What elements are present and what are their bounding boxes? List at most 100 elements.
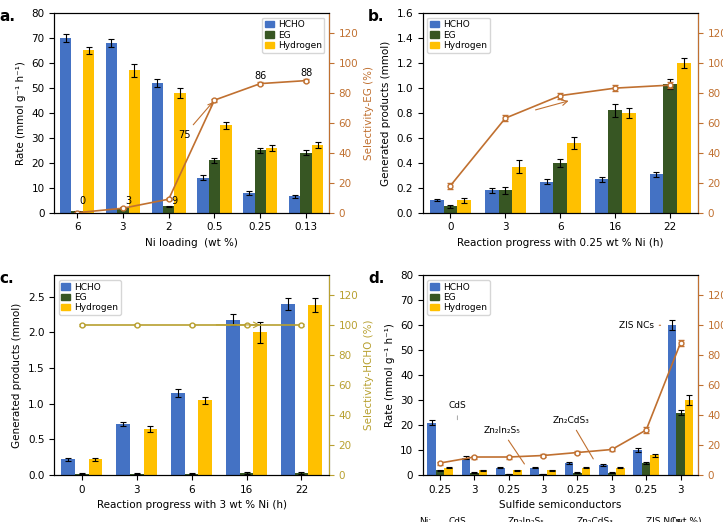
Legend: HCHO, EG, Hydrogen: HCHO, EG, Hydrogen — [427, 18, 489, 53]
Bar — [83, 51, 94, 213]
Y-axis label: Generated products (mmol): Generated products (mmol) — [12, 303, 22, 448]
Bar — [436, 470, 445, 475]
Bar — [582, 468, 591, 475]
Bar — [72, 211, 83, 213]
X-axis label: Ni loading  (wt %): Ni loading (wt %) — [145, 238, 238, 248]
Bar — [117, 208, 129, 213]
Bar — [198, 400, 213, 475]
Y-axis label: Rate (mmol g⁻¹ h⁻¹): Rate (mmol g⁻¹ h⁻¹) — [385, 323, 395, 427]
Y-axis label: Rate (mmol g⁻¹ h⁻¹): Rate (mmol g⁻¹ h⁻¹) — [16, 61, 26, 165]
Bar — [116, 424, 130, 475]
Text: Zn₂CdS₃: Zn₂CdS₃ — [576, 517, 613, 522]
Text: (wt %): (wt %) — [672, 517, 701, 522]
Bar — [163, 207, 174, 213]
Bar — [427, 423, 436, 475]
Text: 3: 3 — [125, 196, 132, 207]
Bar — [289, 196, 300, 213]
Text: 9: 9 — [171, 196, 177, 207]
Bar — [60, 38, 72, 213]
Bar — [567, 143, 581, 213]
Bar — [539, 474, 547, 475]
Bar — [209, 160, 221, 213]
Bar — [226, 319, 240, 475]
Bar — [309, 305, 322, 475]
Text: Zn₂In₂S₅: Zn₂In₂S₅ — [508, 517, 544, 522]
Text: b.: b. — [368, 9, 385, 24]
Bar — [651, 455, 659, 475]
Bar — [573, 472, 582, 475]
Bar — [470, 472, 479, 475]
Legend: HCHO, EG, Hydrogen: HCHO, EG, Hydrogen — [262, 18, 325, 53]
Bar — [243, 193, 254, 213]
Bar — [607, 472, 616, 475]
Bar — [547, 470, 556, 475]
Y-axis label: Generated products (mmol): Generated products (mmol) — [381, 40, 391, 185]
Bar — [300, 153, 312, 213]
Bar — [61, 459, 75, 475]
Bar — [499, 190, 512, 213]
Bar — [152, 83, 163, 213]
Bar — [129, 70, 140, 213]
Bar — [496, 468, 505, 475]
Bar — [667, 325, 676, 475]
Legend: HCHO, EG, Hydrogen: HCHO, EG, Hydrogen — [59, 280, 121, 315]
Bar — [642, 462, 651, 475]
Bar — [622, 113, 636, 213]
Text: 0: 0 — [80, 196, 85, 207]
Bar — [171, 393, 185, 475]
Text: ZIS NCs: ZIS NCs — [646, 517, 681, 522]
Bar — [75, 473, 89, 475]
Bar — [484, 190, 499, 213]
Bar — [444, 207, 458, 213]
Bar — [240, 473, 254, 475]
Text: a.: a. — [0, 9, 15, 24]
Legend: HCHO, EG, Hydrogen: HCHO, EG, Hydrogen — [427, 280, 489, 315]
Text: 86: 86 — [254, 70, 266, 80]
Bar — [254, 150, 266, 213]
X-axis label: Reaction progress with 0.25 wt % Ni (h): Reaction progress with 0.25 wt % Ni (h) — [457, 238, 664, 248]
Bar — [677, 63, 690, 213]
Bar — [664, 84, 677, 213]
Bar — [479, 470, 487, 475]
Bar — [512, 167, 526, 213]
Bar — [89, 459, 103, 475]
Bar — [144, 429, 158, 475]
Bar — [174, 93, 186, 213]
Bar — [281, 304, 295, 475]
Y-axis label: Selectivity-HCHO (%): Selectivity-HCHO (%) — [364, 320, 374, 431]
Bar — [530, 468, 539, 475]
Text: Ni:: Ni: — [419, 517, 432, 522]
X-axis label: Sulfide semiconductors: Sulfide semiconductors — [499, 500, 622, 511]
Text: 75: 75 — [179, 103, 212, 140]
Bar — [505, 474, 513, 475]
Bar — [609, 110, 622, 213]
Text: CdS: CdS — [448, 517, 466, 522]
Bar — [221, 125, 231, 213]
Bar — [312, 145, 323, 213]
X-axis label: Reaction progress with 3 wt % Ni (h): Reaction progress with 3 wt % Ni (h) — [97, 500, 286, 511]
Bar — [295, 473, 309, 475]
Bar — [599, 465, 607, 475]
Bar — [457, 200, 471, 213]
Bar — [445, 468, 453, 475]
Bar — [106, 43, 117, 213]
Bar — [616, 468, 625, 475]
Bar — [539, 182, 553, 213]
Bar — [676, 412, 685, 475]
Y-axis label: Selectivity-EG (%): Selectivity-EG (%) — [364, 66, 374, 160]
Text: Zn₂In₂S₅: Zn₂In₂S₅ — [484, 426, 524, 464]
Text: Zn₂CdS₃: Zn₂CdS₃ — [552, 416, 594, 459]
Bar — [649, 174, 663, 213]
Text: 88: 88 — [300, 68, 312, 78]
Text: d.: d. — [368, 271, 385, 287]
Bar — [461, 458, 470, 475]
Bar — [554, 163, 567, 213]
Bar — [595, 179, 609, 213]
Bar — [130, 473, 143, 475]
Text: c.: c. — [0, 271, 14, 287]
Bar — [197, 178, 209, 213]
Bar — [185, 473, 199, 475]
Bar — [685, 400, 693, 475]
Text: ZIS NCs: ZIS NCs — [619, 321, 661, 330]
Text: CdS: CdS — [448, 401, 466, 420]
